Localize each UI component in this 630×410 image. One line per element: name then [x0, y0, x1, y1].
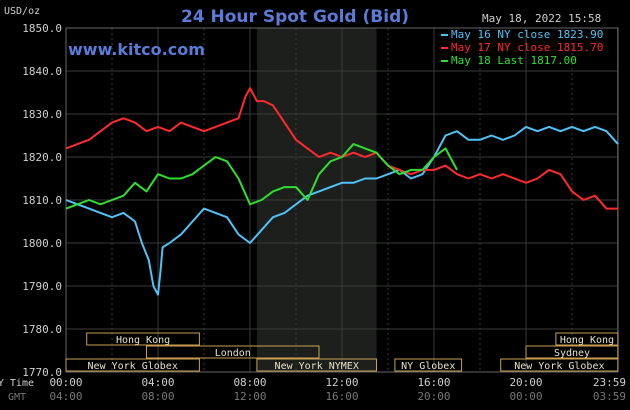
- watermark-text: www.kitco.com: [68, 40, 205, 59]
- ny-time-row-label: NY Time: [0, 378, 34, 389]
- y-tick-label: 1780.0: [22, 323, 62, 336]
- session-box: [525, 345, 619, 359]
- x-tick-label-gmt: 03:59: [593, 390, 626, 403]
- x-tick-label-ny: 20:00: [509, 376, 542, 389]
- y-tick-label: 1830.0: [22, 108, 62, 121]
- session-label: New York NYMEX: [275, 361, 359, 372]
- chart-timestamp: May 18, 2022 15:58: [482, 12, 601, 25]
- x-tick-label-gmt: 16:00: [325, 390, 358, 403]
- legend-entry: May 16 NY close 1823.90: [451, 28, 603, 41]
- series-line-3: [65, 143, 458, 210]
- session-box: [256, 358, 377, 372]
- y-tick-label: 1810.0: [22, 194, 62, 207]
- y-tick-label: 1850.0: [22, 22, 62, 35]
- y-tick-label: 1840.0: [22, 65, 62, 78]
- session-box: [555, 332, 619, 346]
- session-box: [500, 358, 619, 372]
- series-line-2: [65, 87, 618, 210]
- session-box: [86, 332, 200, 346]
- x-tick-label-gmt: 12:00: [233, 390, 266, 403]
- x-tick-label-ny: 12:00: [325, 376, 358, 389]
- session-label: Hong Kong: [560, 335, 614, 346]
- session-label: New York Globex: [514, 361, 604, 372]
- session-label: New York Globex: [88, 361, 178, 372]
- chart-title: 24 Hour Spot Gold (Bid): [181, 7, 409, 27]
- session-label: Sydney: [554, 348, 590, 359]
- session-box: [65, 358, 200, 372]
- market-sessions: Hong Kong London New York Globex New York N…: [65, 332, 619, 372]
- session-label: Hong Kong: [116, 335, 170, 346]
- x-tick-label-ny: 23:59: [593, 376, 626, 389]
- y-tick-label: 1770.0: [22, 366, 62, 379]
- y-tick-label: 1790.0: [22, 280, 62, 293]
- session-label: NY Globex: [401, 361, 455, 372]
- price-series: [65, 87, 619, 296]
- legend-entry: May 17 NY close 1815.70: [451, 41, 603, 54]
- y-axis-unit: USD/oz: [4, 6, 40, 17]
- legend-entry: May 18 Last 1817.00: [451, 54, 577, 67]
- x-tick-label-ny: 16:00: [417, 376, 450, 389]
- x-tick-label-gmt: 04:00: [49, 390, 82, 403]
- x-tick-label-ny: 04:00: [141, 376, 174, 389]
- x-tick-label-ny: 08:00: [233, 376, 266, 389]
- y-axis-tick-labels: 1850.0 1840.0 1830.0 1820.0 1810.0 1800.0 1790…: [22, 22, 62, 379]
- y-tick-label: 1820.0: [22, 151, 62, 164]
- series-line-1: [65, 125, 619, 296]
- x-axis-tick-labels: 00:0004:0004:0008:0008:0012:0012:0016:00…: [49, 376, 626, 403]
- session-label: London: [215, 348, 251, 359]
- session-box: [146, 345, 320, 359]
- x-tick-label-gmt: 20:00: [417, 390, 450, 403]
- session-box: [394, 358, 463, 372]
- x-tick-label-gmt: 00:00: [509, 390, 542, 403]
- y-tick-label: 1800.0: [22, 237, 62, 250]
- gmt-row-label: GMT: [8, 392, 26, 403]
- x-tick-label-ny: 00:00: [49, 376, 82, 389]
- x-tick-label-gmt: 08:00: [141, 390, 174, 403]
